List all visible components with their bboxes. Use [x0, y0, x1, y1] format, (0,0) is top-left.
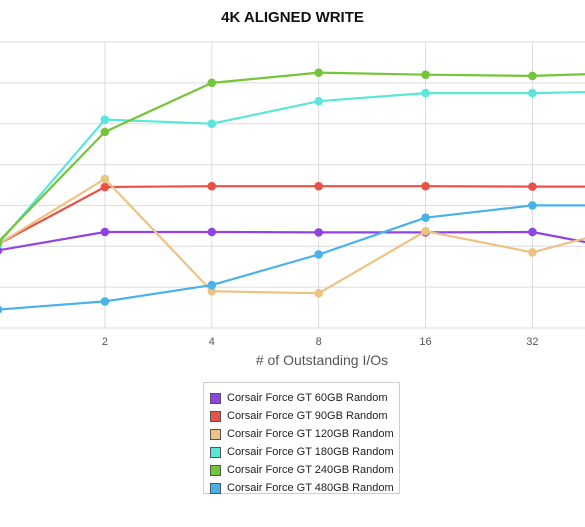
x-tick-label: 16 — [419, 336, 431, 348]
data-point — [528, 71, 537, 81]
data-point — [207, 78, 217, 88]
data-point — [0, 238, 3, 247]
series-corsair-force-gt-60gb-random — [0, 227, 585, 255]
data-point — [207, 119, 217, 129]
line-chart: 2 4 8 16 32 — [0, 41, 585, 348]
legend-label: Corsair Force GT 120GB Random — [227, 428, 394, 440]
series-corsair-force-gt-240gb-random — [0, 68, 585, 247]
series-corsair-force-gt-90gb-random — [0, 181, 585, 249]
x-tick-label: 8 — [316, 336, 322, 348]
legend-swatch — [210, 428, 221, 440]
series-corsair-force-gt-480gb-random — [0, 201, 585, 314]
grid-lines — [0, 41, 585, 329]
data-point — [421, 181, 430, 191]
data-point — [314, 288, 323, 298]
data-point — [100, 182, 110, 192]
data-point — [314, 181, 323, 191]
data-point — [421, 213, 430, 222]
data-point — [207, 227, 217, 237]
legend-item: Corsair Force GT 60GB Random — [210, 389, 399, 407]
x-tick-label: 2 — [102, 336, 108, 348]
legend-item: Corsair Force GT 180GB Random — [210, 443, 399, 461]
data-point — [528, 201, 537, 210]
data-point — [528, 227, 537, 237]
legend-label: Corsair Force GT 60GB Random — [227, 392, 388, 404]
x-tick-label: 4 — [209, 336, 215, 348]
legend-label: Corsair Force GT 480GB Random — [227, 482, 394, 494]
data-point — [100, 127, 110, 137]
x-tick-label: 32 — [526, 336, 538, 348]
legend-item: Corsair Force GT 120GB Random — [210, 425, 399, 443]
data-point — [528, 182, 537, 191]
data-point — [421, 226, 430, 236]
data-point — [314, 68, 323, 77]
data-point — [100, 115, 110, 124]
series-line — [0, 230, 585, 252]
data-point — [421, 70, 430, 79]
data-point — [314, 250, 323, 259]
data-point — [0, 305, 3, 314]
legend-label: Corsair Force GT 180GB Random — [227, 446, 394, 458]
series-corsair-force-gt-120gb-random — [0, 174, 585, 298]
data-point — [314, 228, 323, 237]
legend-swatch — [210, 446, 221, 458]
data-point — [100, 297, 110, 306]
data-point — [207, 286, 217, 296]
data-point — [100, 174, 110, 184]
data-point — [421, 88, 430, 98]
legend-label: Corsair Force GT 240GB Random — [227, 464, 394, 476]
series-lines — [0, 68, 585, 314]
legend-swatch — [210, 392, 221, 404]
series-line — [0, 204, 585, 311]
series-corsair-force-gt-180gb-random — [0, 88, 585, 249]
data-point — [207, 280, 217, 290]
data-point — [207, 181, 217, 191]
x-tick-labels: 2 4 8 16 32 — [102, 336, 539, 348]
legend-item: Corsair Force GT 90GB Random — [210, 407, 399, 425]
legend-item: Corsair Force GT 240GB Random — [210, 461, 399, 479]
series-line — [0, 90, 585, 244]
legend-swatch — [210, 482, 221, 494]
data-point — [100, 227, 110, 237]
series-line — [0, 71, 585, 242]
legend-swatch — [210, 464, 221, 476]
data-point — [0, 246, 3, 255]
legend-item: Corsair Force GT 480GB Random — [210, 479, 399, 497]
chart-title: 4K ALIGNED WRITE — [221, 9, 364, 26]
data-point — [314, 96, 323, 106]
data-point — [528, 248, 537, 257]
x-axis-title: # of Outstanding I/Os — [255, 352, 389, 368]
data-point — [528, 88, 537, 98]
legend-swatch — [210, 410, 221, 422]
legend-label: Corsair Force GT 90GB Random — [227, 410, 388, 422]
legend: Corsair Force GT 60GB Random Corsair Forc… — [203, 382, 400, 494]
